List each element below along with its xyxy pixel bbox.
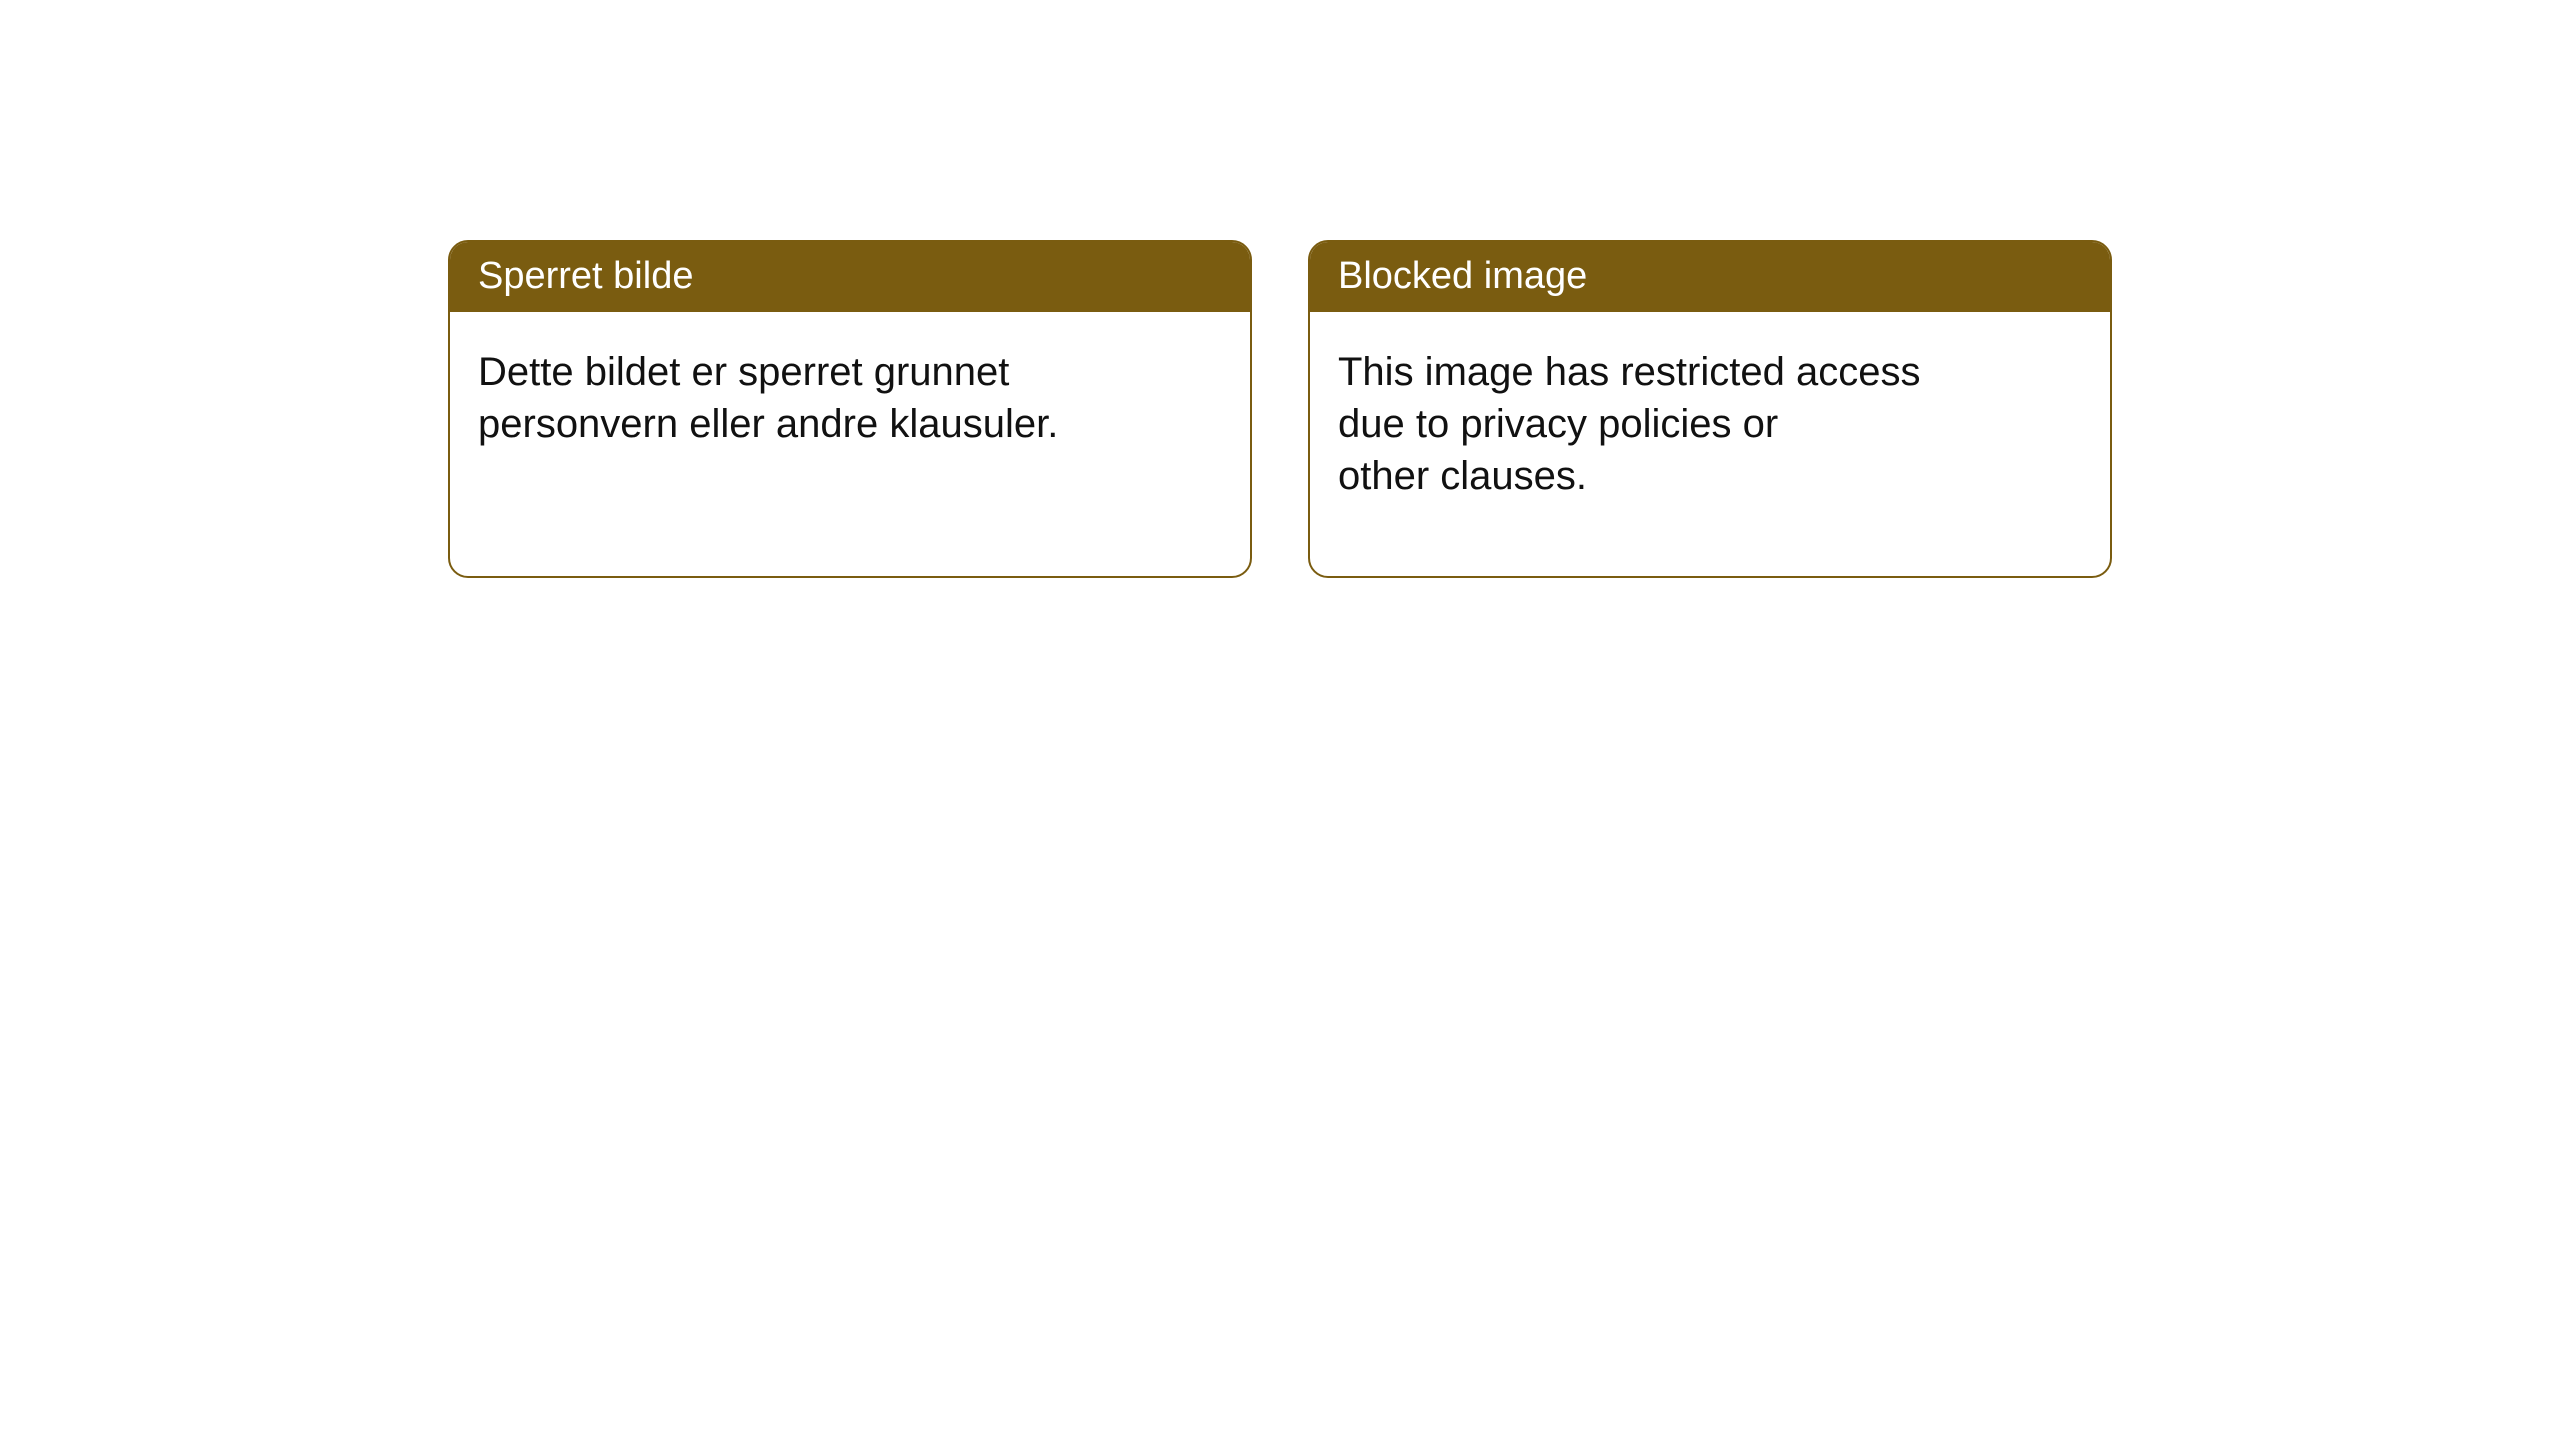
notice-body: This image has restricted access due to … [1310, 312, 2110, 536]
notice-body: Dette bildet er sperret grunnet personve… [450, 312, 1250, 484]
notice-header: Blocked image [1310, 242, 2110, 312]
notice-container: Sperret bilde Dette bildet er sperret gr… [0, 0, 2560, 578]
notice-card-norwegian: Sperret bilde Dette bildet er sperret gr… [448, 240, 1252, 578]
notice-header: Sperret bilde [450, 242, 1250, 312]
notice-card-english: Blocked image This image has restricted … [1308, 240, 2112, 578]
